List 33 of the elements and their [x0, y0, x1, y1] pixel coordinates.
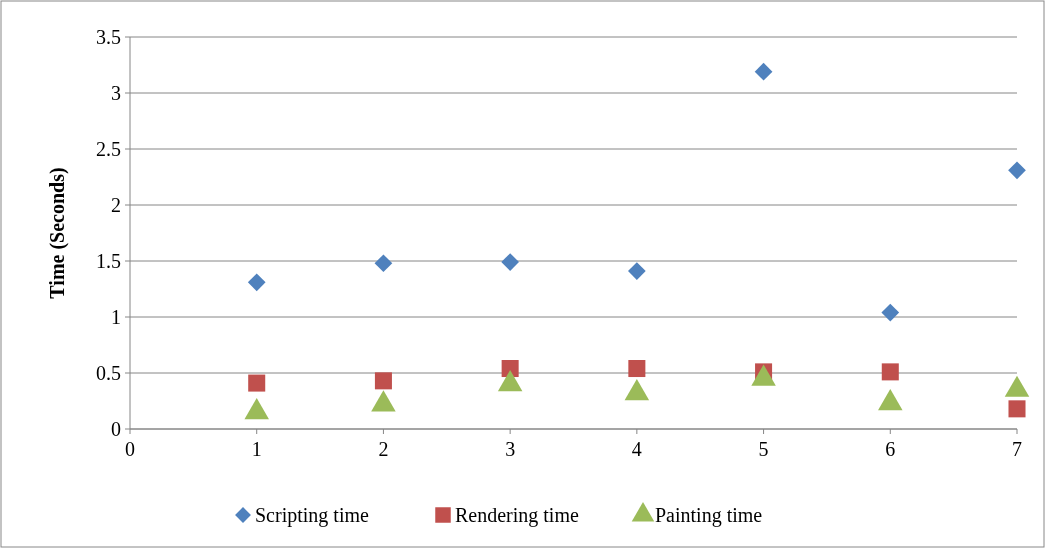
point — [501, 253, 519, 271]
point — [754, 62, 773, 81]
x-tick-label: 6 — [885, 438, 896, 460]
y-tick-label: 0.5 — [96, 362, 121, 384]
x-tick-label: 7 — [1012, 438, 1022, 460]
point — [881, 363, 899, 381]
x-tick-label: 4 — [631, 438, 642, 460]
point — [1008, 400, 1026, 418]
legend-label: Rendering time — [455, 504, 579, 527]
x-tick-label: 5 — [758, 438, 769, 460]
point — [501, 360, 519, 378]
y-tick-label: 3.5 — [96, 26, 121, 48]
y-tick-label: 0 — [111, 418, 121, 440]
legend-label: Scripting time — [255, 504, 369, 527]
point — [628, 262, 646, 280]
x-tick-label: 3 — [505, 438, 516, 460]
x-tick-label: 1 — [251, 438, 262, 460]
point — [248, 374, 266, 392]
y-tick-label: 2 — [111, 194, 121, 216]
y-tick-label: 1 — [111, 306, 121, 328]
point — [374, 372, 392, 390]
point — [628, 360, 646, 378]
point — [374, 254, 393, 273]
y-axis-title: Time (Seconds) — [46, 167, 69, 299]
x-tick-label: 2 — [378, 438, 389, 460]
x-tick-label: 0 — [125, 438, 135, 460]
legend-label: Painting time — [655, 504, 763, 527]
point — [881, 303, 900, 322]
y-tick-label: 1.5 — [96, 250, 121, 272]
point — [247, 273, 266, 292]
y-tick-label: 2.5 — [96, 138, 121, 160]
y-tick-label: 3 — [111, 82, 121, 104]
point — [1008, 161, 1026, 180]
